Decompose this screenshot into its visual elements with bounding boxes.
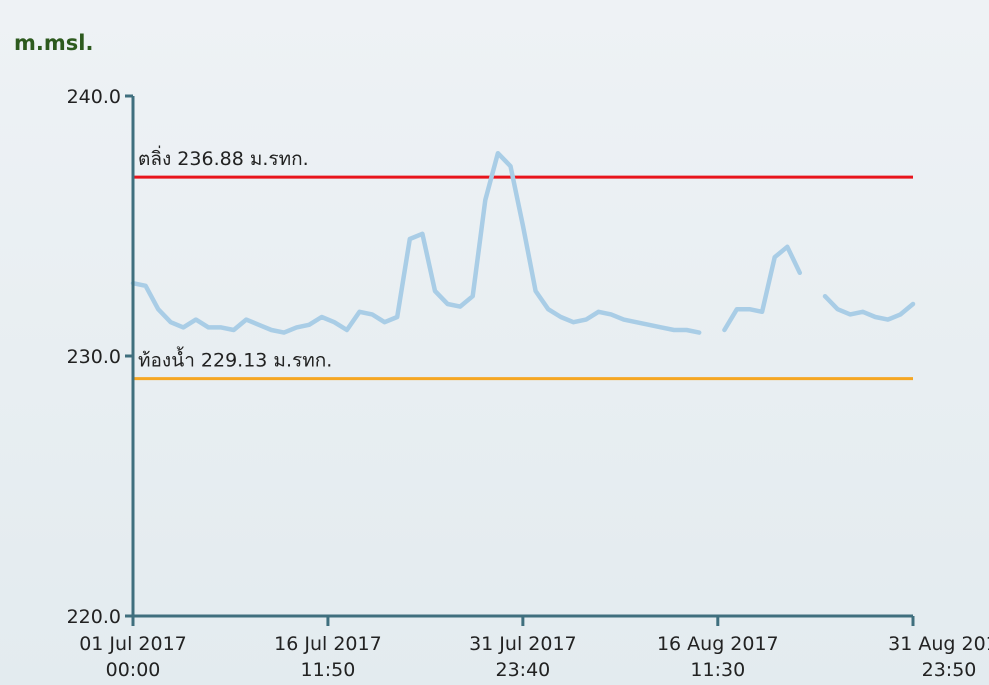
y-axis-title: m.msl.	[14, 31, 93, 55]
x-tick-label: 31 Aug 2017 23:50	[888, 633, 989, 681]
x-tick-label-line: 01 Jul 2017	[79, 633, 187, 655]
x-tick-label: 01 Jul 2017 00:00	[79, 633, 187, 681]
x-tick-label-line: 11:50	[301, 659, 356, 681]
y-tick-label: 220.0	[67, 606, 121, 628]
y-tick-label: 230.0	[67, 346, 121, 368]
x-tick-label-line: 16 Jul 2017	[274, 633, 382, 655]
data-line	[130, 150, 916, 335]
x-tick-label-line: 00:00	[106, 659, 161, 681]
x-tick-label: 16 Jul 2017 11:50	[274, 633, 382, 681]
reference-label: ตลิ่ง 236.88 ม.รทก.	[138, 145, 309, 170]
reference-label: ท้องน้ำ 229.13 ม.รทก.	[138, 347, 332, 372]
x-tick-label-line: 23:50	[922, 659, 977, 681]
x-tick-label: 16 Aug 2017 11:30	[657, 633, 779, 681]
x-tick-label: 31 Jul 2017 23:40	[469, 633, 577, 681]
x-tick-label-line: 16 Aug 2017	[657, 633, 779, 655]
x-tick-label-line: 11:30	[690, 659, 745, 681]
x-tick-label-line: 31 Jul 2017	[469, 633, 577, 655]
x-tick-label-line: 23:40	[495, 659, 550, 681]
x-tick-label-line: 31 Aug 2017	[888, 633, 989, 655]
y-tick-label: 240.0	[67, 86, 121, 108]
